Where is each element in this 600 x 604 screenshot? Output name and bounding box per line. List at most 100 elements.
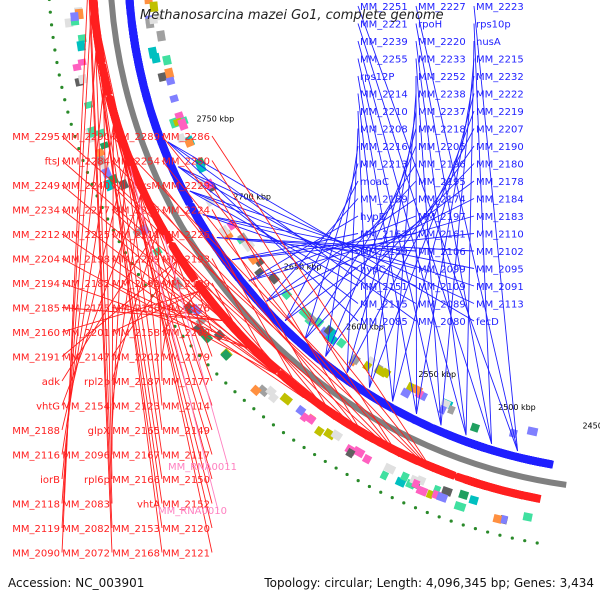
gene-label: MM_2119	[12, 524, 60, 535]
leader-line	[415, 5, 519, 452]
gene-label: MM_2162	[360, 230, 408, 241]
tick-dot	[390, 496, 394, 500]
cog-block	[415, 485, 429, 497]
cog-block	[330, 429, 344, 442]
gene-label: MM_2249	[12, 181, 60, 192]
tick-dot	[77, 146, 81, 151]
gene-arrow	[257, 300, 277, 321]
kbp-label: 2750 kbp	[196, 114, 234, 123]
gene-label: MM_2214	[360, 90, 408, 101]
leader-line	[167, 141, 417, 322]
gene-label: MM_2158	[112, 328, 160, 339]
gene-label: MM_2218	[418, 125, 466, 136]
gene-label: MM_2234	[12, 206, 60, 217]
gene-label: MM_2120	[162, 524, 210, 535]
gene-label: MM_RNA0011	[168, 462, 237, 473]
cog-block	[383, 462, 397, 475]
gene-label: MM_2177	[162, 377, 210, 388]
gene-label: MM_2226	[162, 230, 210, 241]
leader-line	[198, 291, 213, 333]
leader-line	[473, 23, 493, 444]
gene-label: MM_2209	[112, 255, 160, 266]
tick-dot	[461, 523, 465, 527]
cog-block	[295, 404, 307, 416]
gene-label: moaC	[360, 177, 389, 188]
cog-block	[453, 500, 467, 512]
tick-dot	[510, 536, 514, 540]
genome-stats: Topology: circular; Length: 4,096,345 bp…	[264, 576, 594, 590]
gene-label: MM_2095	[476, 265, 524, 276]
leader-line	[88, 0, 113, 553]
gene-label: MM_2082	[62, 524, 110, 535]
gene-label: MM_2251	[360, 2, 408, 13]
cog-block	[164, 67, 175, 80]
leader-line	[211, 160, 400, 457]
leader-line	[102, 89, 163, 480]
gene-label: MM_2174	[418, 195, 466, 206]
gene-label: MM_2192	[112, 279, 160, 290]
leader-line	[415, 40, 467, 436]
leader-line	[189, 190, 359, 287]
gene-label: MM_2295	[12, 132, 60, 143]
gene-label: arsM	[136, 181, 160, 192]
cog-block	[435, 491, 449, 503]
tick-dot	[292, 438, 296, 442]
cog-block	[280, 288, 293, 301]
kbp-label: 2450 kbp	[582, 421, 600, 430]
leader-line	[102, 89, 113, 480]
gene-label: fecD	[476, 317, 499, 328]
leader-line	[61, 228, 159, 382]
gene-label: ftsJ	[45, 157, 60, 168]
leader-line	[161, 307, 223, 321]
gene-label: iorB	[40, 475, 60, 486]
leader-line	[232, 233, 417, 261]
gene-arrow	[162, 149, 179, 176]
tick-dot	[261, 415, 266, 419]
cog-block	[76, 40, 86, 52]
gene-label: MM_2106	[418, 247, 466, 258]
gene-label: MM_2072	[62, 549, 110, 560]
gene-label: glpX	[88, 426, 110, 437]
cog-block	[77, 34, 87, 43]
gene-label: MM_2175	[62, 304, 110, 315]
gene-label: MM_2212	[12, 230, 60, 241]
gene-label: MM_2194	[12, 279, 60, 290]
tick-dot	[252, 407, 256, 411]
gene-label: vhtA	[137, 500, 160, 511]
cog-block	[411, 478, 421, 489]
leader-line	[111, 260, 178, 357]
tick-dot	[473, 527, 478, 531]
gene-label: MM_2160	[12, 328, 60, 339]
leader-line	[90, 15, 113, 529]
tick-dot	[425, 510, 429, 515]
cog-block	[458, 489, 470, 501]
cog-block	[526, 426, 539, 437]
tick-dot	[224, 381, 228, 385]
genome-title: Methanosarcina mazei Go1, complete genom…	[140, 8, 444, 23]
tick-dot	[215, 372, 219, 376]
cog-block	[152, 246, 163, 257]
gene-arrow	[361, 388, 381, 404]
gene-label: MM_2255	[360, 55, 408, 66]
gene-label: MM_2252	[418, 72, 466, 83]
kbp-label: 2500 kbp	[498, 403, 536, 412]
gene-arrow	[169, 243, 186, 264]
gene-label: MM_2217	[62, 206, 110, 217]
cog-block	[400, 471, 410, 482]
leader-line	[284, 180, 475, 322]
cog-block	[469, 422, 481, 433]
gene-label: MM_2159	[360, 247, 408, 258]
leader-line	[211, 233, 304, 398]
tick-dot	[73, 134, 77, 139]
gene-arrow	[431, 464, 450, 478]
leader-line	[157, 228, 163, 382]
gene-label: MM_2189	[360, 195, 408, 206]
tick-dot	[242, 398, 246, 402]
cog-block	[247, 253, 260, 266]
leader-line	[415, 23, 493, 444]
gene-arrow	[498, 449, 524, 463]
tick-dot	[55, 60, 59, 65]
gene-arrow	[404, 452, 418, 464]
leader-line	[211, 307, 223, 321]
